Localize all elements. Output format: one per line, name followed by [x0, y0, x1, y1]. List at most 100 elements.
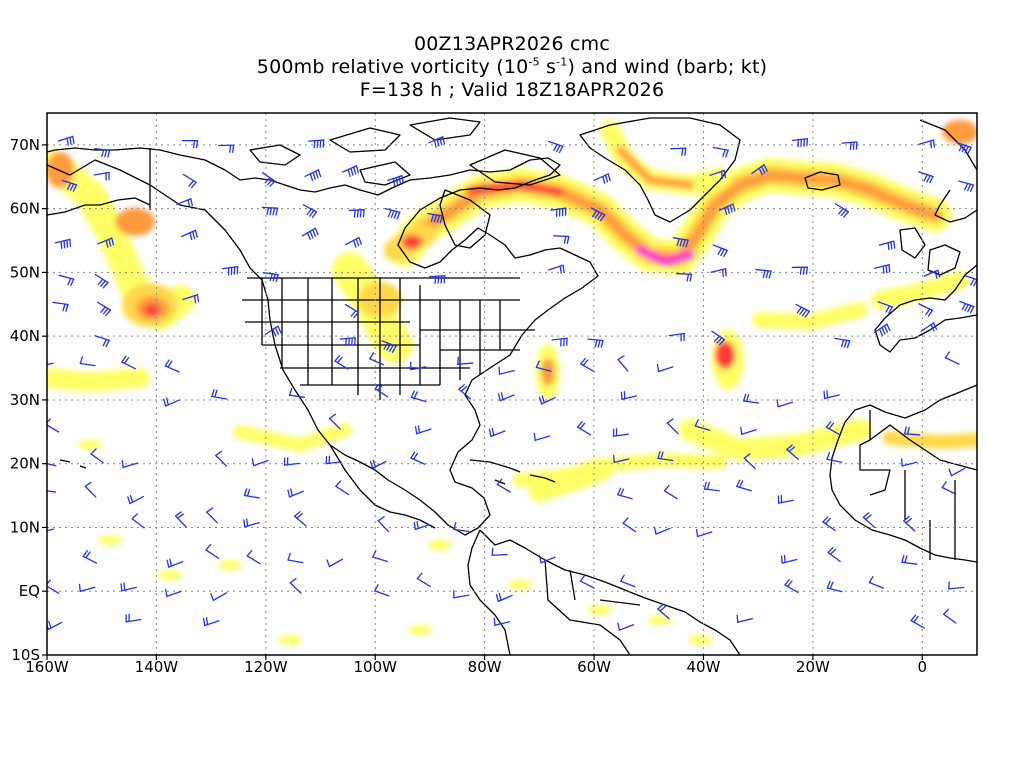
lat-label: EQ — [19, 582, 40, 600]
wind-barb-icon — [903, 515, 916, 532]
wind-barb-icon — [488, 427, 506, 437]
wind-barb-icon — [873, 264, 891, 274]
wind-barb-icon — [755, 268, 772, 279]
wind-barb-icon — [97, 237, 115, 248]
wind-barb-icon — [217, 144, 235, 153]
wind-barb-icon — [826, 580, 843, 593]
wind-barb-icon — [61, 179, 78, 192]
wind-barb-icon — [181, 229, 198, 241]
wind-barb-icon — [182, 294, 200, 304]
wind-barb-icon — [335, 480, 350, 496]
lon-label: 80W — [468, 658, 502, 676]
wind-barb-icon — [121, 459, 139, 468]
wind-barb-icon — [348, 209, 365, 218]
graticule — [47, 113, 977, 655]
wind-barb-icon — [301, 227, 319, 240]
wind-barb-icon — [550, 207, 567, 218]
wind-barb-icon — [120, 582, 137, 592]
map-plot-area — [47, 113, 977, 655]
latitude-labels: 70N 60N 50N 40N 30N 20N 10N EQ 10S — [10, 136, 40, 664]
wind-barb-icon — [959, 300, 975, 314]
vorticity-band — [528, 458, 612, 502]
wind-barb-icon — [453, 590, 470, 599]
wind-barb-icon — [617, 355, 629, 372]
vorticity-contour — [278, 635, 302, 645]
vorticity-band — [752, 302, 868, 330]
wind-barb-icon — [579, 574, 595, 589]
wind-barb-icon — [900, 458, 918, 467]
lon-label: 40W — [687, 658, 721, 676]
wind-barb-icon — [261, 172, 276, 187]
wind-barb-icon — [94, 273, 109, 289]
wind-barb-icon — [776, 399, 794, 408]
wind-barb-icon — [164, 588, 182, 598]
wind-barb-icon — [427, 212, 444, 224]
wind-barb-icon — [127, 494, 144, 505]
wind-barb-icon — [262, 272, 279, 283]
vorticity-band — [616, 146, 694, 189]
vorticity-contour — [144, 304, 160, 316]
wind-barb-icon — [413, 520, 431, 531]
wind-barb-icon — [345, 236, 362, 248]
vorticity-contour — [78, 440, 102, 450]
wind-barb-icon — [457, 356, 474, 365]
vorticity-contour — [47, 152, 74, 188]
wind-barb-icon — [497, 392, 515, 402]
wind-barb-icon — [94, 335, 110, 348]
wind-barb-icon — [827, 546, 841, 563]
wind-barb-icon — [675, 272, 693, 282]
wind-barb-icon — [791, 138, 808, 148]
wind-barb-icon — [826, 451, 843, 463]
wind-barb-icon — [304, 169, 322, 182]
wind-barb-icon — [381, 340, 397, 353]
wind-barb-icon — [834, 337, 851, 349]
wind-barb-icon — [533, 432, 551, 441]
wind-barb-icon — [593, 173, 611, 184]
title-line-2: 500mb relative vorticity (10-5 s-1) and … — [256, 55, 768, 78]
wind-barb-icon — [663, 484, 678, 500]
vorticity-band — [871, 271, 969, 309]
wind-barb-icon — [289, 578, 302, 594]
lon-label: 20W — [796, 658, 830, 676]
wind-barb-icon — [54, 238, 72, 250]
wind-barb-icon — [668, 332, 685, 342]
wind-barb-icon — [795, 303, 811, 318]
wind-barb-icon — [553, 235, 570, 245]
wind-barb-icon — [948, 467, 966, 477]
wind-barb-icon — [329, 413, 341, 430]
wind-barb-icon — [94, 148, 111, 158]
wind-barb-icon — [325, 455, 342, 465]
wind-barb-icon — [743, 393, 760, 404]
wind-barb-icon — [657, 603, 670, 620]
wind-barb-icon — [493, 617, 511, 626]
vorticity-contour — [408, 625, 432, 635]
title-line-3: F=138 h ; Valid 18Z18APR2026 — [359, 79, 665, 101]
wind-barb-icon — [344, 303, 359, 319]
wind-barb-icon — [57, 135, 75, 146]
wind-barb-icon — [166, 558, 184, 568]
vorticity-band — [883, 431, 977, 449]
wind-barb-icon — [339, 337, 356, 347]
wind-barb-icon — [164, 359, 180, 373]
wind-barb-icon — [374, 382, 389, 398]
wind-barb-icon — [495, 592, 513, 603]
vorticity-band — [47, 368, 150, 392]
wind-barb-icon — [923, 269, 941, 279]
wind-barb-icon — [174, 511, 187, 528]
wind-barb-icon — [243, 518, 260, 528]
wind-barb-icon — [288, 387, 306, 399]
wind-barb-icon — [410, 390, 427, 403]
wind-barb-icon — [261, 206, 279, 216]
vorticity-contour — [218, 560, 242, 570]
wind-barb-icon — [326, 558, 344, 568]
wind-barb-icon — [656, 363, 674, 373]
wind-barb-icon — [666, 418, 679, 435]
lon-label: 160W — [25, 658, 69, 676]
wind-barb-icon — [918, 139, 936, 149]
wind-barb-icon — [657, 451, 674, 462]
wind-barb-icon — [47, 463, 57, 467]
wind-barb-icon — [414, 425, 432, 435]
vorticity-band — [679, 419, 871, 461]
wind-barb-icon — [163, 397, 180, 407]
wind-barb-icon — [251, 458, 269, 467]
